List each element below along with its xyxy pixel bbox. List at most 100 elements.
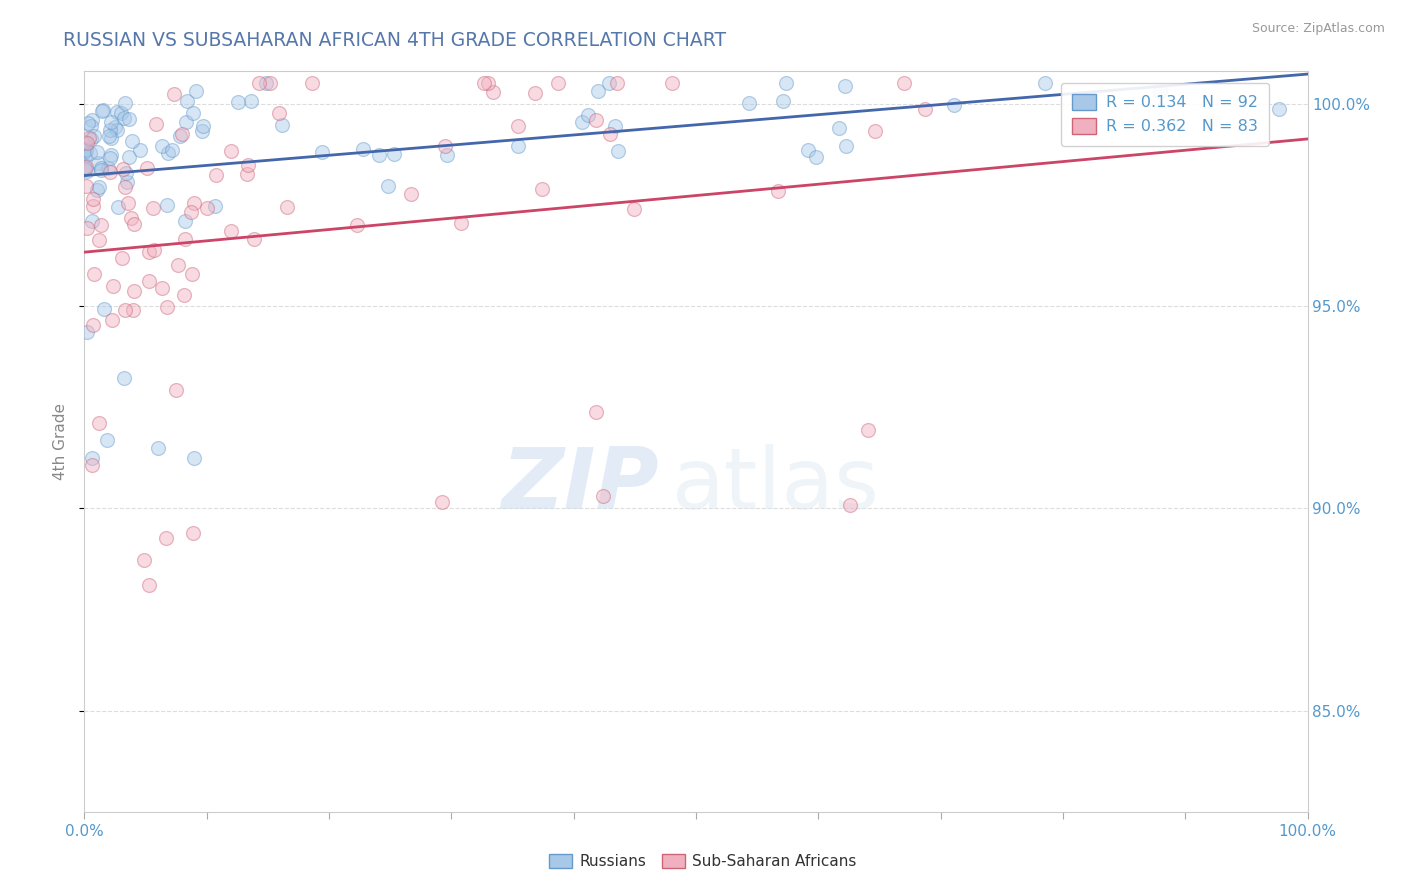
Point [472, 77, 495, 91]
Point [804, 150, 827, 164]
Point [430, 495, 453, 509]
Point [75, 149, 97, 163]
Point [155, 531, 177, 545]
Point [240, 94, 263, 108]
Point [839, 498, 862, 512]
Point [797, 143, 820, 157]
Point [382, 146, 405, 161]
Point [118, 150, 141, 164]
Point [183, 450, 205, 465]
Point [120, 211, 142, 225]
Point [585, 405, 607, 419]
Point [176, 94, 198, 108]
Point [101, 313, 124, 327]
Point [138, 244, 160, 259]
Point [301, 77, 323, 91]
Point [160, 143, 183, 157]
Point [87, 180, 110, 194]
Legend: R = 0.134   N = 92, R = 0.362   N = 83: R = 0.134 N = 92, R = 0.362 N = 83 [1062, 83, 1270, 145]
Point [138, 578, 160, 592]
Point [82, 318, 104, 333]
Point [219, 144, 242, 158]
Point [254, 77, 277, 91]
Point [738, 95, 761, 110]
Point [96, 434, 118, 448]
Point [184, 84, 207, 98]
Point [585, 112, 607, 127]
Text: ZIP: ZIP [502, 444, 659, 527]
Point [226, 95, 249, 109]
Point [107, 201, 129, 215]
Point [76, 220, 98, 235]
Point [117, 195, 139, 210]
Point [83, 128, 105, 143]
Text: atlas: atlas [672, 444, 880, 527]
Point [195, 201, 218, 215]
Point [346, 219, 368, 233]
Point [181, 525, 204, 540]
Point [100, 131, 122, 145]
Point [129, 143, 152, 157]
Point [82, 192, 104, 206]
Point [183, 195, 205, 210]
Point [236, 167, 259, 181]
Point [83, 267, 105, 281]
Point [112, 112, 135, 126]
Point [90, 103, 112, 118]
Point [828, 121, 851, 136]
Point [145, 117, 167, 131]
Point [236, 157, 259, 171]
Point [80, 119, 103, 133]
Point [858, 423, 880, 437]
Point [79, 145, 101, 160]
Point [547, 77, 569, 91]
Point [114, 95, 136, 110]
Point [205, 168, 228, 182]
Point [105, 123, 128, 137]
Point [73, 161, 96, 176]
Point [576, 108, 599, 122]
Point [150, 281, 173, 295]
Point [191, 124, 214, 138]
Point [172, 127, 194, 141]
Point [191, 119, 214, 133]
Point [174, 114, 197, 128]
Point [914, 102, 936, 116]
Point [204, 199, 226, 213]
Point [433, 139, 456, 153]
Point [270, 118, 292, 132]
Point [76, 136, 98, 150]
Point [523, 86, 546, 100]
Point [80, 113, 103, 128]
Point [86, 182, 108, 196]
Point [89, 234, 111, 248]
Point [863, 124, 886, 138]
Point [1035, 77, 1057, 91]
Point [80, 458, 103, 472]
Point [243, 232, 266, 246]
Point [93, 301, 115, 316]
Point [156, 146, 179, 161]
Point [1149, 83, 1171, 97]
Point [173, 287, 195, 301]
Point [98, 128, 121, 143]
Point [76, 160, 98, 174]
Point [156, 197, 179, 211]
Point [75, 178, 97, 193]
Point [377, 178, 399, 193]
Point [122, 303, 145, 318]
Point [181, 267, 204, 281]
Point [436, 148, 458, 162]
Point [477, 77, 499, 91]
Point [269, 106, 291, 120]
Point [531, 182, 554, 196]
Point [592, 490, 614, 504]
Point [142, 244, 165, 258]
Point [156, 300, 179, 314]
Point [661, 77, 683, 91]
Point [1268, 102, 1291, 116]
Point [97, 161, 120, 175]
Point [174, 232, 197, 246]
Point [603, 120, 626, 134]
Point [90, 218, 112, 232]
